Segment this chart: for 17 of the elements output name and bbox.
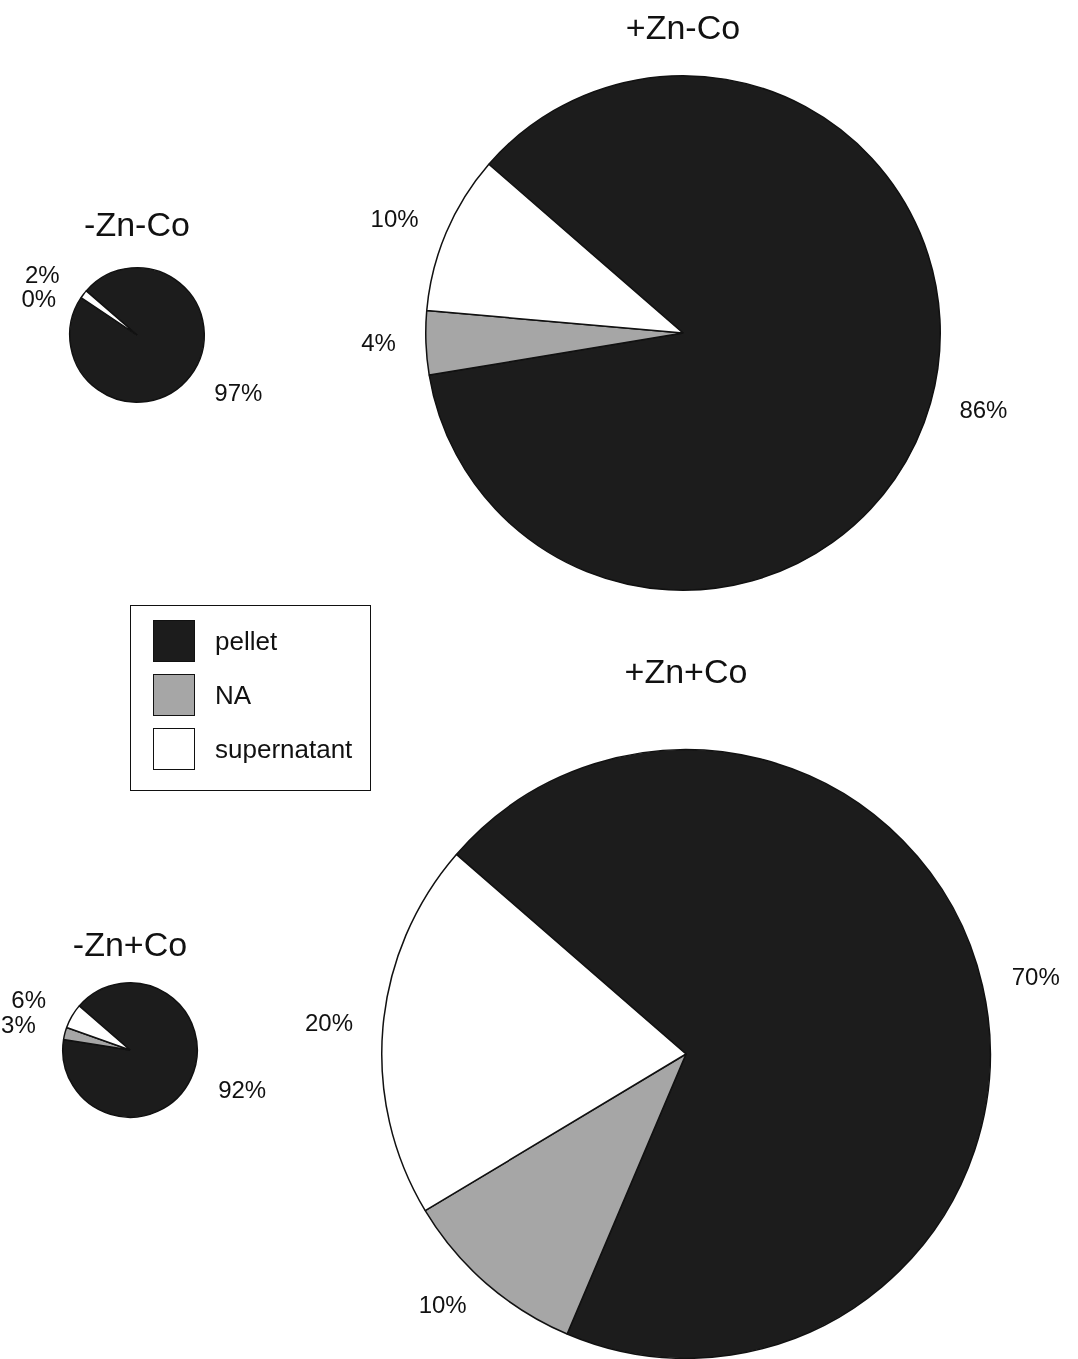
data-label: 86% <box>959 395 1008 423</box>
chart-title: +Zn-Co <box>625 8 741 47</box>
legend-label: NA <box>215 679 252 711</box>
data-label: 6% <box>11 985 47 1013</box>
chart-title: +Zn+Co <box>624 652 748 691</box>
data-label: 20% <box>304 1009 354 1037</box>
chart-title: -Zn+Co <box>72 925 188 964</box>
legend-label: pellet <box>215 625 278 657</box>
data-label: 97% <box>214 378 263 406</box>
legend-label: supernatant <box>215 733 353 765</box>
chart-title: -Zn-Co <box>84 205 190 244</box>
data-label: 10% <box>418 1290 467 1318</box>
data-label: 70% <box>1011 963 1060 991</box>
data-label: 4% <box>361 328 396 356</box>
data-label: 10% <box>370 205 419 233</box>
data-label: 92% <box>218 1075 267 1103</box>
data-label: 3% <box>1 1010 36 1038</box>
